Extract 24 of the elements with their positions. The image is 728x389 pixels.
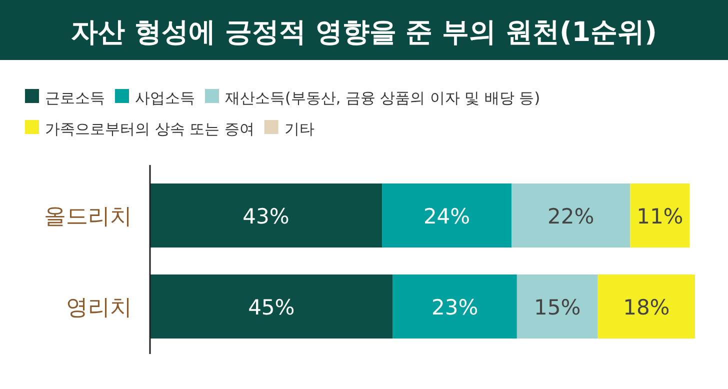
bar	[150, 274, 393, 338]
bar	[598, 274, 695, 338]
legend-label: 기타	[284, 120, 314, 138]
data-label: 23%	[432, 296, 478, 320]
y-tick-label: 영리치	[66, 296, 132, 320]
data-label: 11%	[636, 204, 684, 228]
bar	[150, 184, 382, 248]
bar	[630, 184, 690, 248]
bar	[516, 274, 598, 338]
data-label: 15%	[534, 296, 581, 320]
data-label: 18%	[623, 296, 670, 320]
bar	[392, 274, 517, 338]
bar	[512, 184, 630, 248]
chart-title: 자산 형성에 긍정적 영향을 준 부의 원천(1순위)	[71, 17, 657, 48]
legend-label: 근로소득	[45, 89, 105, 107]
legend-label: 사업소득	[135, 89, 195, 107]
data-label: 43%	[242, 204, 290, 228]
data-label: 22%	[548, 204, 594, 228]
legend-label: 재산소득(부동산, 금융 상품의 이자 및 배당 등)	[225, 89, 540, 107]
data-label: 24%	[423, 204, 470, 228]
legend-label: 가족으로부터의 상속 또는 증여	[45, 120, 254, 138]
y-tick-label: 올드리치	[44, 204, 132, 230]
bar	[382, 184, 512, 248]
data-label: 45%	[248, 296, 295, 320]
